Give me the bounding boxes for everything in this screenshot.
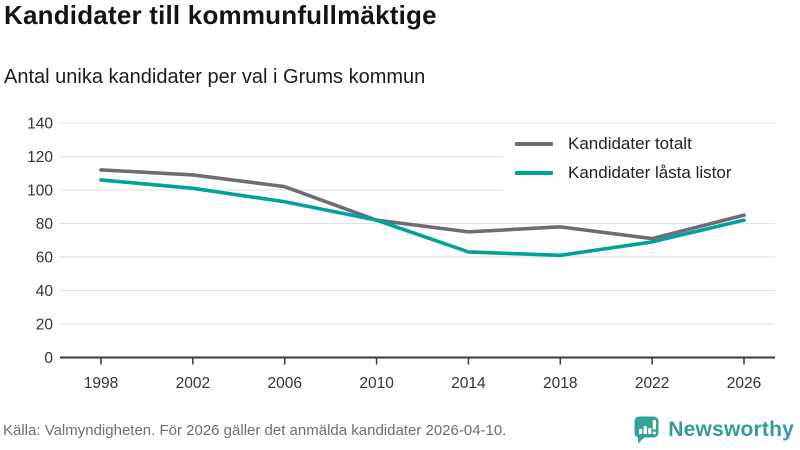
chart-title: Kandidater till kommunfullmäktige — [4, 0, 437, 30]
y-tick-label: 100 — [27, 183, 53, 200]
line-chart: 0 20 40 60 80 100 120 140 1998 2002 2006 2010 2014 20… — [0, 105, 800, 400]
x-tick-label: 2010 — [359, 375, 394, 392]
y-tick-label: 0 — [44, 350, 53, 367]
source-note: Källa: Valmyndigheten. För 2026 gäller d… — [3, 421, 507, 439]
legend-swatch — [515, 171, 553, 175]
chart-legend: Kandidater totalt Kandidater låsta listor — [503, 127, 797, 191]
legend-item: Kandidater totalt — [515, 134, 791, 154]
x-tick-label: 1998 — [84, 375, 118, 392]
legend-item: Kandidater låsta listor — [515, 163, 791, 183]
x-tick-label: 2006 — [267, 375, 301, 392]
y-tick-label: 120 — [27, 149, 53, 166]
newsworthy-logo: Newsworthy — [634, 416, 794, 444]
y-tick-label: 80 — [36, 216, 54, 233]
y-tick-label: 40 — [36, 283, 54, 300]
x-tick-label: 2014 — [451, 375, 486, 392]
y-tick-label: 20 — [36, 317, 54, 334]
x-tick-label: 2002 — [176, 375, 210, 392]
legend-label: Kandidater totalt — [568, 134, 692, 153]
newsworthy-icon — [634, 416, 659, 444]
chart-plot: 0 20 40 60 80 100 120 140 1998 2002 2006 2010 2014 20… — [27, 116, 775, 392]
y-tick-label: 140 — [27, 116, 53, 133]
legend-swatch — [515, 142, 553, 146]
x-tick-label: 2018 — [543, 375, 577, 392]
x-tick-label: 2026 — [727, 375, 761, 392]
newsworthy-wordmark: Newsworthy — [668, 418, 794, 441]
y-tick-label: 60 — [36, 250, 54, 267]
chart-subtitle: Antal unika kandidater per val i Grums k… — [4, 66, 426, 88]
series-line-1 — [99, 178, 746, 258]
chart-footer: Källa: Valmyndigheten. För 2026 gäller d… — [0, 416, 800, 444]
series-line-0 — [99, 168, 746, 241]
x-tick-label: 2022 — [635, 375, 669, 392]
legend-label: Kandidater låsta listor — [568, 163, 732, 182]
